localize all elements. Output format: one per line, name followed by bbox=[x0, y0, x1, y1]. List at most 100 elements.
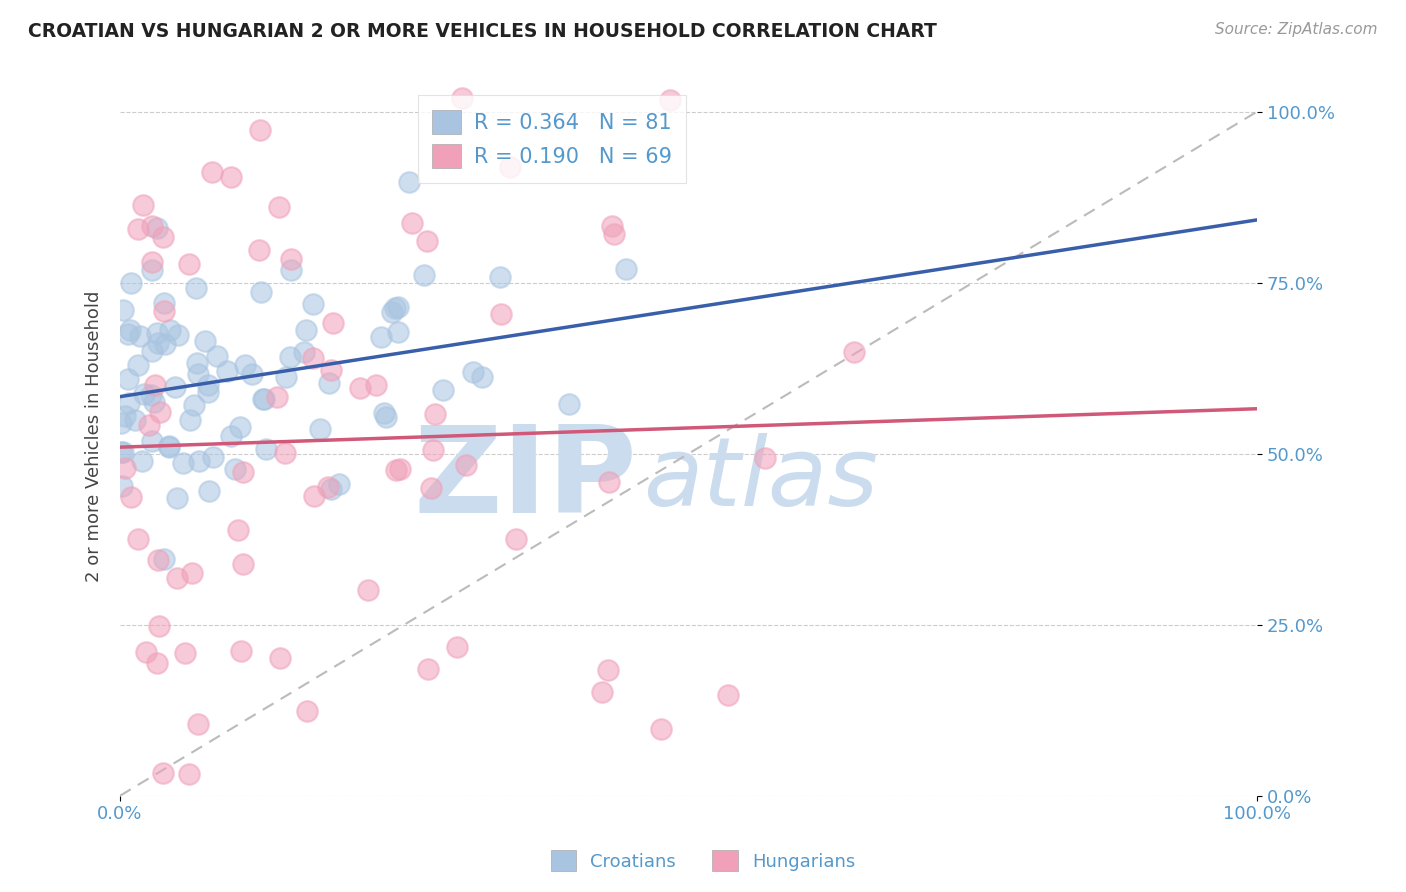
Point bbox=[491, 307, 513, 321]
Point bbox=[600, 219, 623, 234]
Point bbox=[253, 392, 276, 407]
Point bbox=[153, 336, 176, 351]
Point bbox=[201, 165, 224, 179]
Point bbox=[229, 644, 252, 658]
Point bbox=[152, 304, 174, 318]
Point bbox=[269, 651, 291, 665]
Point bbox=[153, 296, 176, 310]
Point bbox=[120, 490, 142, 504]
Point bbox=[111, 444, 134, 458]
Point bbox=[603, 227, 626, 242]
Point bbox=[187, 367, 209, 381]
Point bbox=[418, 662, 440, 676]
Point bbox=[240, 367, 263, 381]
Point bbox=[413, 268, 436, 282]
Point bbox=[249, 123, 271, 137]
Point bbox=[226, 524, 249, 538]
Point bbox=[498, 160, 520, 174]
Point bbox=[138, 418, 160, 433]
Point bbox=[110, 416, 132, 430]
Point bbox=[219, 170, 242, 185]
Point bbox=[319, 482, 342, 496]
Point bbox=[658, 93, 681, 107]
Legend: R = 0.364   N = 81, R = 0.190   N = 69: R = 0.364 N = 81, R = 0.190 N = 69 bbox=[418, 95, 686, 183]
Point bbox=[148, 336, 170, 351]
Point bbox=[135, 645, 157, 659]
Point bbox=[114, 409, 136, 423]
Text: CROATIAN VS HUNGARIAN 2 OR MORE VEHICLES IN HOUSEHOLD CORRELATION CHART: CROATIAN VS HUNGARIAN 2 OR MORE VEHICLES… bbox=[28, 22, 936, 41]
Point bbox=[505, 533, 527, 547]
Point bbox=[328, 477, 350, 491]
Point bbox=[132, 198, 155, 212]
Point bbox=[145, 220, 167, 235]
Point bbox=[179, 256, 201, 270]
Point bbox=[454, 458, 477, 472]
Point bbox=[141, 344, 163, 359]
Point bbox=[389, 461, 412, 475]
Point bbox=[193, 334, 215, 349]
Point bbox=[280, 252, 302, 267]
Point bbox=[357, 582, 380, 597]
Point bbox=[274, 445, 297, 459]
Point bbox=[384, 301, 406, 316]
Point bbox=[187, 716, 209, 731]
Point bbox=[149, 405, 172, 419]
Point bbox=[167, 327, 190, 342]
Point bbox=[145, 326, 167, 340]
Point bbox=[215, 364, 238, 378]
Point bbox=[145, 656, 167, 670]
Point bbox=[318, 376, 340, 390]
Point bbox=[292, 344, 315, 359]
Point bbox=[163, 380, 186, 394]
Point bbox=[111, 479, 134, 493]
Point bbox=[152, 551, 174, 566]
Point bbox=[197, 377, 219, 392]
Point bbox=[141, 388, 163, 402]
Point bbox=[322, 316, 344, 330]
Point bbox=[266, 391, 288, 405]
Point bbox=[374, 409, 396, 424]
Point bbox=[295, 322, 318, 336]
Point bbox=[614, 262, 637, 277]
Point bbox=[118, 395, 141, 409]
Point bbox=[141, 219, 163, 234]
Point bbox=[124, 413, 146, 427]
Point bbox=[349, 381, 371, 395]
Point bbox=[202, 450, 225, 465]
Point bbox=[385, 463, 408, 477]
Text: Source: ZipAtlas.com: Source: ZipAtlas.com bbox=[1215, 22, 1378, 37]
Point bbox=[152, 230, 174, 244]
Point bbox=[172, 456, 194, 470]
Point bbox=[186, 356, 208, 370]
Point bbox=[398, 175, 420, 189]
Point bbox=[598, 475, 620, 490]
Point bbox=[278, 350, 301, 364]
Point bbox=[180, 566, 202, 580]
Point bbox=[267, 200, 290, 214]
Point bbox=[316, 480, 339, 494]
Point bbox=[197, 483, 219, 498]
Point bbox=[179, 413, 201, 427]
Point bbox=[596, 663, 619, 677]
Point bbox=[420, 481, 443, 495]
Point bbox=[131, 454, 153, 468]
Point bbox=[280, 262, 302, 277]
Point bbox=[127, 222, 149, 236]
Point bbox=[461, 365, 484, 379]
Point bbox=[321, 362, 343, 376]
Point bbox=[252, 392, 274, 406]
Point bbox=[157, 439, 180, 453]
Point bbox=[842, 344, 865, 359]
Point bbox=[301, 296, 323, 310]
Point bbox=[143, 394, 166, 409]
Point bbox=[471, 369, 494, 384]
Point bbox=[152, 765, 174, 780]
Point bbox=[129, 328, 152, 343]
Point bbox=[276, 370, 298, 384]
Point bbox=[370, 329, 392, 343]
Point bbox=[183, 399, 205, 413]
Point bbox=[184, 281, 207, 295]
Point bbox=[249, 285, 271, 299]
Point bbox=[221, 428, 243, 442]
Point bbox=[157, 440, 180, 454]
